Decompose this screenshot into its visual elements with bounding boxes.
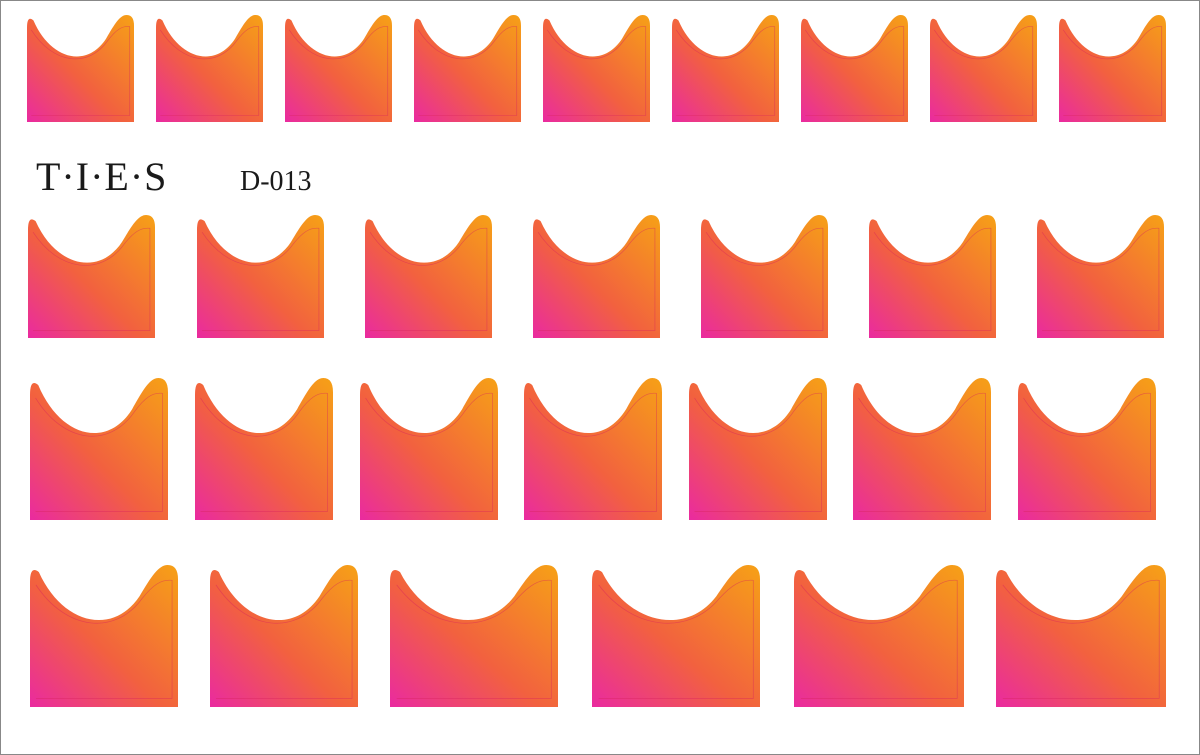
cut-line xyxy=(32,227,151,331)
cut-line xyxy=(804,26,905,116)
cut-line xyxy=(1023,392,1151,512)
cut-line xyxy=(1041,227,1160,331)
cut-line xyxy=(694,392,822,512)
cut-line xyxy=(417,26,518,116)
cut-line xyxy=(705,227,824,331)
cut-line xyxy=(369,227,488,331)
cut-line xyxy=(1002,579,1160,699)
cut-line xyxy=(529,392,657,512)
cut-line xyxy=(288,26,389,116)
cut-line xyxy=(546,26,647,116)
cut-line xyxy=(858,392,986,512)
cut-line xyxy=(675,26,776,116)
cut-line xyxy=(365,392,493,512)
cut-line xyxy=(35,579,173,699)
cut-line xyxy=(873,227,992,331)
cut-line xyxy=(215,579,353,699)
cut-line xyxy=(537,227,656,331)
brand-name: T·I·E·S xyxy=(36,154,167,199)
cut-line xyxy=(800,579,958,699)
cut-line xyxy=(201,227,320,331)
product-code: D-013 xyxy=(240,166,312,197)
cut-line xyxy=(933,26,1034,116)
cut-line xyxy=(1062,26,1163,116)
cut-line xyxy=(35,392,163,512)
cut-line xyxy=(396,579,552,699)
cut-line xyxy=(159,26,260,116)
cut-line xyxy=(200,392,328,512)
cut-line xyxy=(30,26,131,116)
cut-line xyxy=(598,579,754,699)
sticker-group xyxy=(27,15,1166,707)
